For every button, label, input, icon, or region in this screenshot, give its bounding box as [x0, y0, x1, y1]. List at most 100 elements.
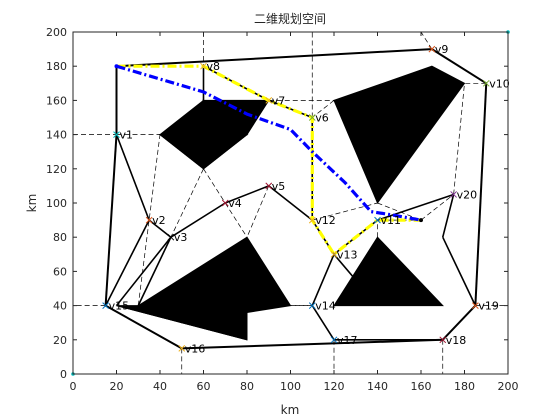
node-label: v7: [272, 94, 286, 107]
node-label: v2: [152, 214, 166, 227]
y-axis-label: km: [25, 194, 39, 213]
node-label: v10: [489, 77, 510, 90]
node-label: v6: [315, 112, 329, 125]
graph-edge: [170, 202, 226, 238]
y-tick-label: 140: [46, 129, 67, 142]
graph-edge: [441, 194, 455, 238]
node-v7: v7: [265, 94, 286, 107]
graph-edge: [377, 193, 454, 221]
roadmap-edge: [420, 194, 454, 221]
y-tick-label: 100: [46, 197, 67, 210]
path-series-blue: [116, 64, 422, 222]
x-tick-label: 180: [454, 380, 475, 393]
node-v5: v5: [265, 180, 286, 193]
x-tick-label: 20: [110, 380, 124, 393]
x-tick-label: 80: [240, 380, 254, 393]
node-v18: v18: [439, 334, 467, 347]
node-layer: v1 v2 v3 v4 v5 v6 v7 v8 v9 v10 v11 v12 v13 v14 v15 v16 v…: [71, 30, 510, 376]
boundary-edge: [181, 338, 443, 350]
node-v20: v20: [450, 188, 478, 201]
node-marker: [178, 344, 186, 352]
roadmap-edge: [246, 185, 270, 238]
node-marker: [308, 302, 316, 309]
node-v4: v4: [221, 197, 242, 210]
boundary-edge: [442, 304, 477, 341]
y-tick-label: 180: [46, 60, 67, 73]
x-tick-label: 60: [197, 380, 211, 393]
node-v10: v10: [482, 77, 510, 90]
boundary-layer: [104, 48, 488, 350]
x-tick-label: 100: [280, 380, 301, 393]
node-label: v12: [315, 214, 336, 227]
x-tick-label: 160: [411, 380, 432, 393]
node-label: v11: [381, 214, 402, 227]
graph-edge: [137, 236, 172, 306]
node-marker: [167, 233, 175, 241]
node-marker: [472, 302, 479, 309]
node-marker: [221, 199, 229, 207]
node-v17: v17: [330, 334, 358, 347]
graph-edge: [268, 185, 313, 221]
obstacle-layer: [116, 65, 466, 341]
roadmap-edge: [203, 168, 226, 204]
y-tick-label: 160: [46, 94, 67, 107]
y-tick-label: 0: [60, 368, 67, 381]
node-label: v17: [337, 334, 358, 347]
x-tick-label: 120: [324, 380, 345, 393]
graph-edge: [115, 134, 150, 221]
boundary-edge: [105, 304, 183, 350]
roadmap-edge: [312, 100, 335, 118]
x-tick-label: 0: [70, 380, 77, 393]
node-v3: v3: [167, 231, 188, 244]
y-tick-label: 200: [46, 26, 67, 39]
node-marker: [102, 302, 109, 309]
graph-edge: [311, 305, 335, 341]
boundary-edge: [116, 48, 432, 68]
node-label: v13: [337, 248, 358, 261]
boundary-edge: [104, 134, 118, 306]
boundary-edge: [431, 48, 487, 85]
graph-edge: [104, 219, 150, 306]
node-label: v4: [228, 197, 242, 210]
node-marker: [450, 191, 457, 198]
path-series-layer: [116, 64, 422, 256]
graph-edge: [224, 185, 270, 204]
node-label: v18: [446, 334, 467, 347]
obstacle-8: [333, 65, 466, 205]
node-marker: [330, 250, 338, 258]
node-marker: [308, 216, 316, 224]
graph-edge: [148, 219, 172, 238]
node-v13: v13: [330, 248, 358, 261]
node-marker: [113, 131, 120, 138]
graph-edge: [333, 253, 379, 307]
roadmap-edge: [170, 168, 204, 238]
node-label: v20: [457, 188, 478, 201]
node-label: v16: [185, 342, 206, 355]
x-tick-label: 40: [153, 380, 167, 393]
chart-title: 二维规划空间: [254, 11, 326, 26]
node-v8: v8: [200, 60, 220, 73]
node-v9: v9: [428, 43, 448, 56]
node-marker: [482, 79, 490, 87]
node-marker: [200, 62, 207, 70]
node-label: v1: [120, 129, 134, 142]
node-label: v3: [174, 231, 188, 244]
node-marker: [265, 182, 273, 190]
node-label: v14: [315, 300, 336, 313]
start-point: [114, 64, 119, 69]
y-tick-label: 80: [53, 231, 67, 244]
node-v12: v12: [308, 214, 336, 227]
x-tick-label: 200: [498, 380, 519, 393]
node-v14: v14: [308, 300, 336, 313]
roadmap-edge: [137, 134, 161, 306]
node-marker: [330, 336, 338, 344]
node-label: v15: [109, 300, 130, 313]
node-v2: v2: [145, 214, 166, 227]
node-label: v5: [272, 180, 286, 193]
y-tick-label: 120: [46, 163, 67, 176]
graph-edge: [115, 236, 172, 307]
axes: 0 20 40 60 80 100 120 140 160 180 200 0 20 40 60 80 100 1…: [46, 26, 519, 393]
node-marker: [374, 216, 381, 224]
node-v15: v15: [102, 300, 130, 313]
